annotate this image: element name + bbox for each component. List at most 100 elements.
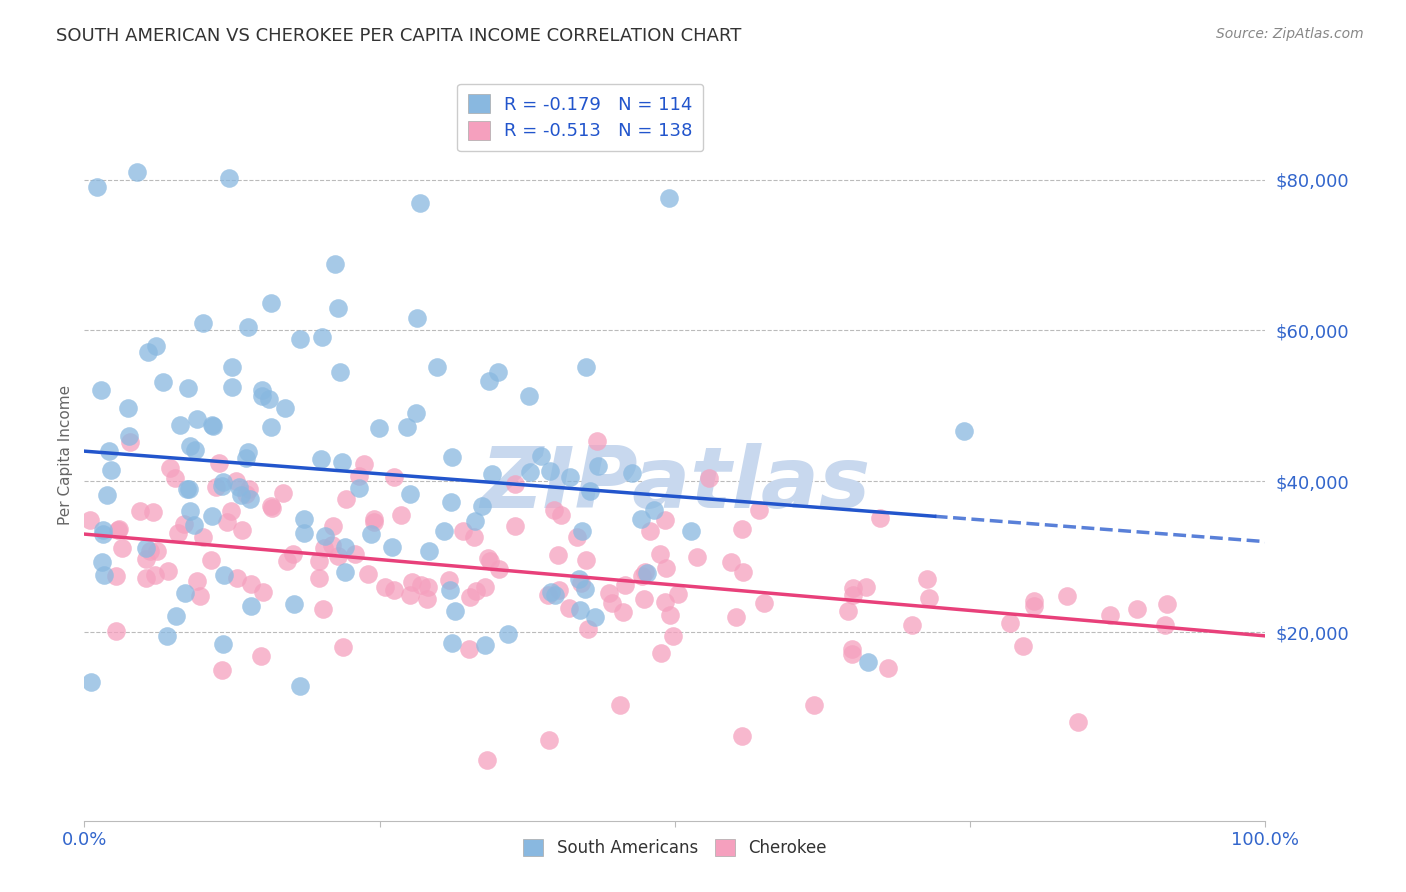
Point (139, 543, 162, 558)
Point (173, 586, 195, 600)
Point (314, 529, 336, 543)
Point (292, 526, 315, 541)
Point (283, 547, 305, 561)
Point (314, 541, 336, 556)
Point (733, 565, 755, 579)
Point (208, 456, 231, 470)
Point (225, 474, 247, 488)
Point (91, 526, 114, 541)
Point (636, 566, 658, 580)
Point (145, 567, 167, 582)
Point (360, 527, 382, 541)
Point (186, 574, 208, 589)
Point (841, 647, 863, 661)
Point (439, 582, 461, 597)
Point (1099, 607, 1122, 622)
Point (538, 464, 561, 478)
Point (134, 541, 156, 555)
Point (323, 257, 346, 271)
Point (145, 339, 167, 353)
Point (399, 487, 422, 501)
Point (547, 582, 569, 597)
Point (614, 578, 637, 592)
Point (478, 554, 501, 568)
Point (332, 640, 354, 654)
Point (308, 571, 330, 585)
Point (173, 516, 195, 531)
Point (201, 509, 224, 524)
Point (107, 523, 129, 537)
Point (679, 524, 702, 538)
Point (239, 492, 262, 507)
Point (211, 479, 233, 493)
Point (1024, 599, 1046, 613)
Legend: South Americans, Cherokee: South Americans, Cherokee (516, 832, 834, 863)
Point (156, 564, 179, 578)
Point (201, 417, 224, 432)
Point (240, 577, 263, 591)
Point (543, 502, 565, 516)
Point (86, 179, 108, 194)
Point (118, 429, 141, 443)
Point (1156, 598, 1178, 612)
Point (104, 569, 127, 583)
Point (633, 592, 655, 607)
Point (200, 553, 222, 567)
Point (426, 359, 449, 374)
Point (540, 585, 562, 599)
Point (537, 588, 560, 602)
Point (169, 417, 191, 432)
Point (326, 549, 349, 564)
Point (90, 383, 112, 397)
Point (159, 461, 181, 475)
Point (321, 538, 343, 552)
Point (183, 518, 205, 533)
Point (156, 630, 179, 644)
Point (384, 470, 406, 484)
Point (250, 649, 273, 664)
Point (550, 508, 572, 522)
Point (658, 191, 681, 205)
Point (191, 316, 214, 330)
Point (260, 499, 283, 513)
Point (803, 698, 825, 712)
Point (568, 603, 591, 617)
Point (374, 580, 396, 594)
Point (91, 555, 114, 569)
Point (558, 470, 581, 484)
Point (475, 753, 498, 767)
Point (347, 469, 370, 483)
Point (486, 365, 509, 379)
Point (136, 345, 159, 359)
Point (250, 389, 273, 403)
Point (900, 618, 922, 632)
Point (503, 476, 526, 491)
Point (79, 513, 101, 527)
Point (290, 679, 312, 693)
Point (643, 503, 665, 517)
Point (335, 491, 357, 506)
Point (543, 588, 565, 602)
Text: ZIPatlas: ZIPatlas (479, 442, 870, 525)
Point (918, 591, 941, 606)
Point (179, 504, 201, 518)
Point (418, 543, 440, 558)
Point (79, 674, 101, 689)
Point (335, 540, 357, 554)
Point (574, 582, 596, 597)
Point (752, 596, 775, 610)
Point (569, 576, 592, 591)
Point (145, 544, 167, 558)
Point (748, 503, 770, 517)
Point (218, 170, 240, 185)
Point (401, 574, 423, 589)
Point (458, 591, 481, 605)
Point (474, 580, 496, 594)
Point (471, 500, 494, 514)
Point (731, 729, 754, 743)
Point (686, 549, 709, 564)
Point (135, 551, 157, 566)
Point (399, 588, 422, 602)
Point (869, 511, 891, 525)
Point (177, 381, 200, 395)
